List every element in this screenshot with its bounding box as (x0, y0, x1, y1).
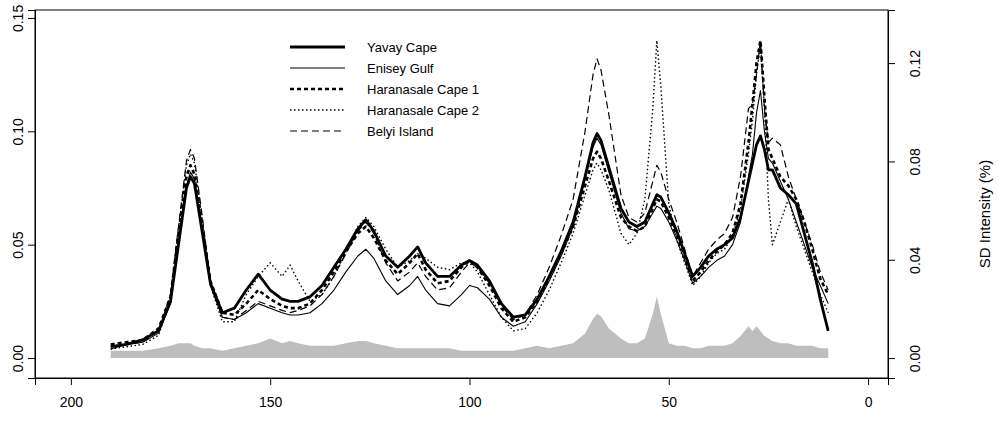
legend-label: Haranasale Cape 2 (367, 103, 479, 118)
tick: 0.00 (888, 345, 923, 372)
tick-label: 50 (661, 394, 677, 410)
tick-mark (28, 131, 35, 132)
tick-label: 0.15 (10, 5, 26, 32)
tick-label: 0.05 (10, 231, 26, 258)
tick-label: 0.00 (10, 345, 26, 372)
tick: 0.00 (10, 345, 35, 372)
series-line (111, 41, 828, 349)
legend-label: Yavay Cape (367, 40, 437, 55)
tick: 50 (661, 378, 677, 410)
legend-line (290, 46, 345, 49)
tick: 150 (259, 378, 283, 410)
tick: 0.15 (10, 5, 35, 32)
chart-svg: 200 150 100 50 0 0.00 0.05 0.10 0.15 0.00 0.04 0.08… (0, 0, 998, 440)
tick: 0.08 (888, 148, 923, 175)
tick-mark (28, 18, 35, 19)
tick-label: 0 (865, 394, 873, 410)
tick-mark (270, 378, 271, 385)
tick-mark (888, 63, 895, 64)
legend-label: Belyi Island (367, 124, 433, 139)
plot-marks (111, 41, 828, 358)
x-axis-line (36, 379, 889, 386)
chart-container: 200 150 100 50 0 0.00 0.05 0.10 0.15 0.00 0.04 0.08… (0, 0, 998, 440)
tick-label: 0.12 (907, 50, 923, 77)
plot-frame (35, 10, 888, 378)
tick-label: 100 (458, 394, 482, 410)
tick-label: 150 (259, 394, 283, 410)
tick-mark (28, 245, 35, 246)
legend-line (290, 67, 345, 68)
tick-label: 0.10 (10, 118, 26, 145)
series-line (111, 90, 828, 348)
legend-label: Haranasale Cape 1 (367, 82, 479, 97)
tick-mark (868, 378, 869, 385)
tick: 200 (60, 378, 84, 410)
tick-mark (28, 358, 35, 359)
tick: 0.05 (10, 231, 35, 258)
tick-mark (888, 358, 895, 359)
x-axis: 200 150 100 50 0 (36, 378, 889, 410)
series-line (111, 41, 828, 347)
tick-mark (888, 260, 895, 261)
y2-axis-line (889, 11, 896, 379)
legend-line (290, 109, 345, 110)
tick-label: 0.04 (907, 246, 923, 273)
tick-label: 200 (60, 394, 84, 410)
tick-mark (469, 378, 470, 385)
y2-axis: 0.00 0.04 0.08 0.12 (888, 11, 923, 379)
legend: Yavay Cape Enisey Gulf Haranasale Cape 1 Ha… (290, 40, 479, 139)
tick: 0.10 (10, 118, 35, 145)
legend-line (290, 88, 345, 91)
tick-label: 0.00 (907, 345, 923, 372)
tick-mark (669, 378, 670, 385)
legend-line (290, 130, 345, 131)
y-axis-line (28, 11, 36, 379)
tick-mark (888, 161, 895, 162)
tick: 0.12 (888, 50, 923, 77)
tick-label: 0.08 (907, 148, 923, 175)
tick-mark (71, 378, 72, 385)
series-line (111, 134, 828, 347)
legend-label: Enisey Gulf (367, 61, 434, 76)
series-line (111, 41, 828, 345)
y-axis: 0.00 0.05 0.10 0.15 (10, 5, 36, 379)
tick: 100 (458, 378, 482, 410)
y2-axis-title: SD Intensity (%) (976, 160, 993, 268)
tick: 0 (865, 378, 873, 410)
tick: 0.04 (888, 246, 923, 273)
